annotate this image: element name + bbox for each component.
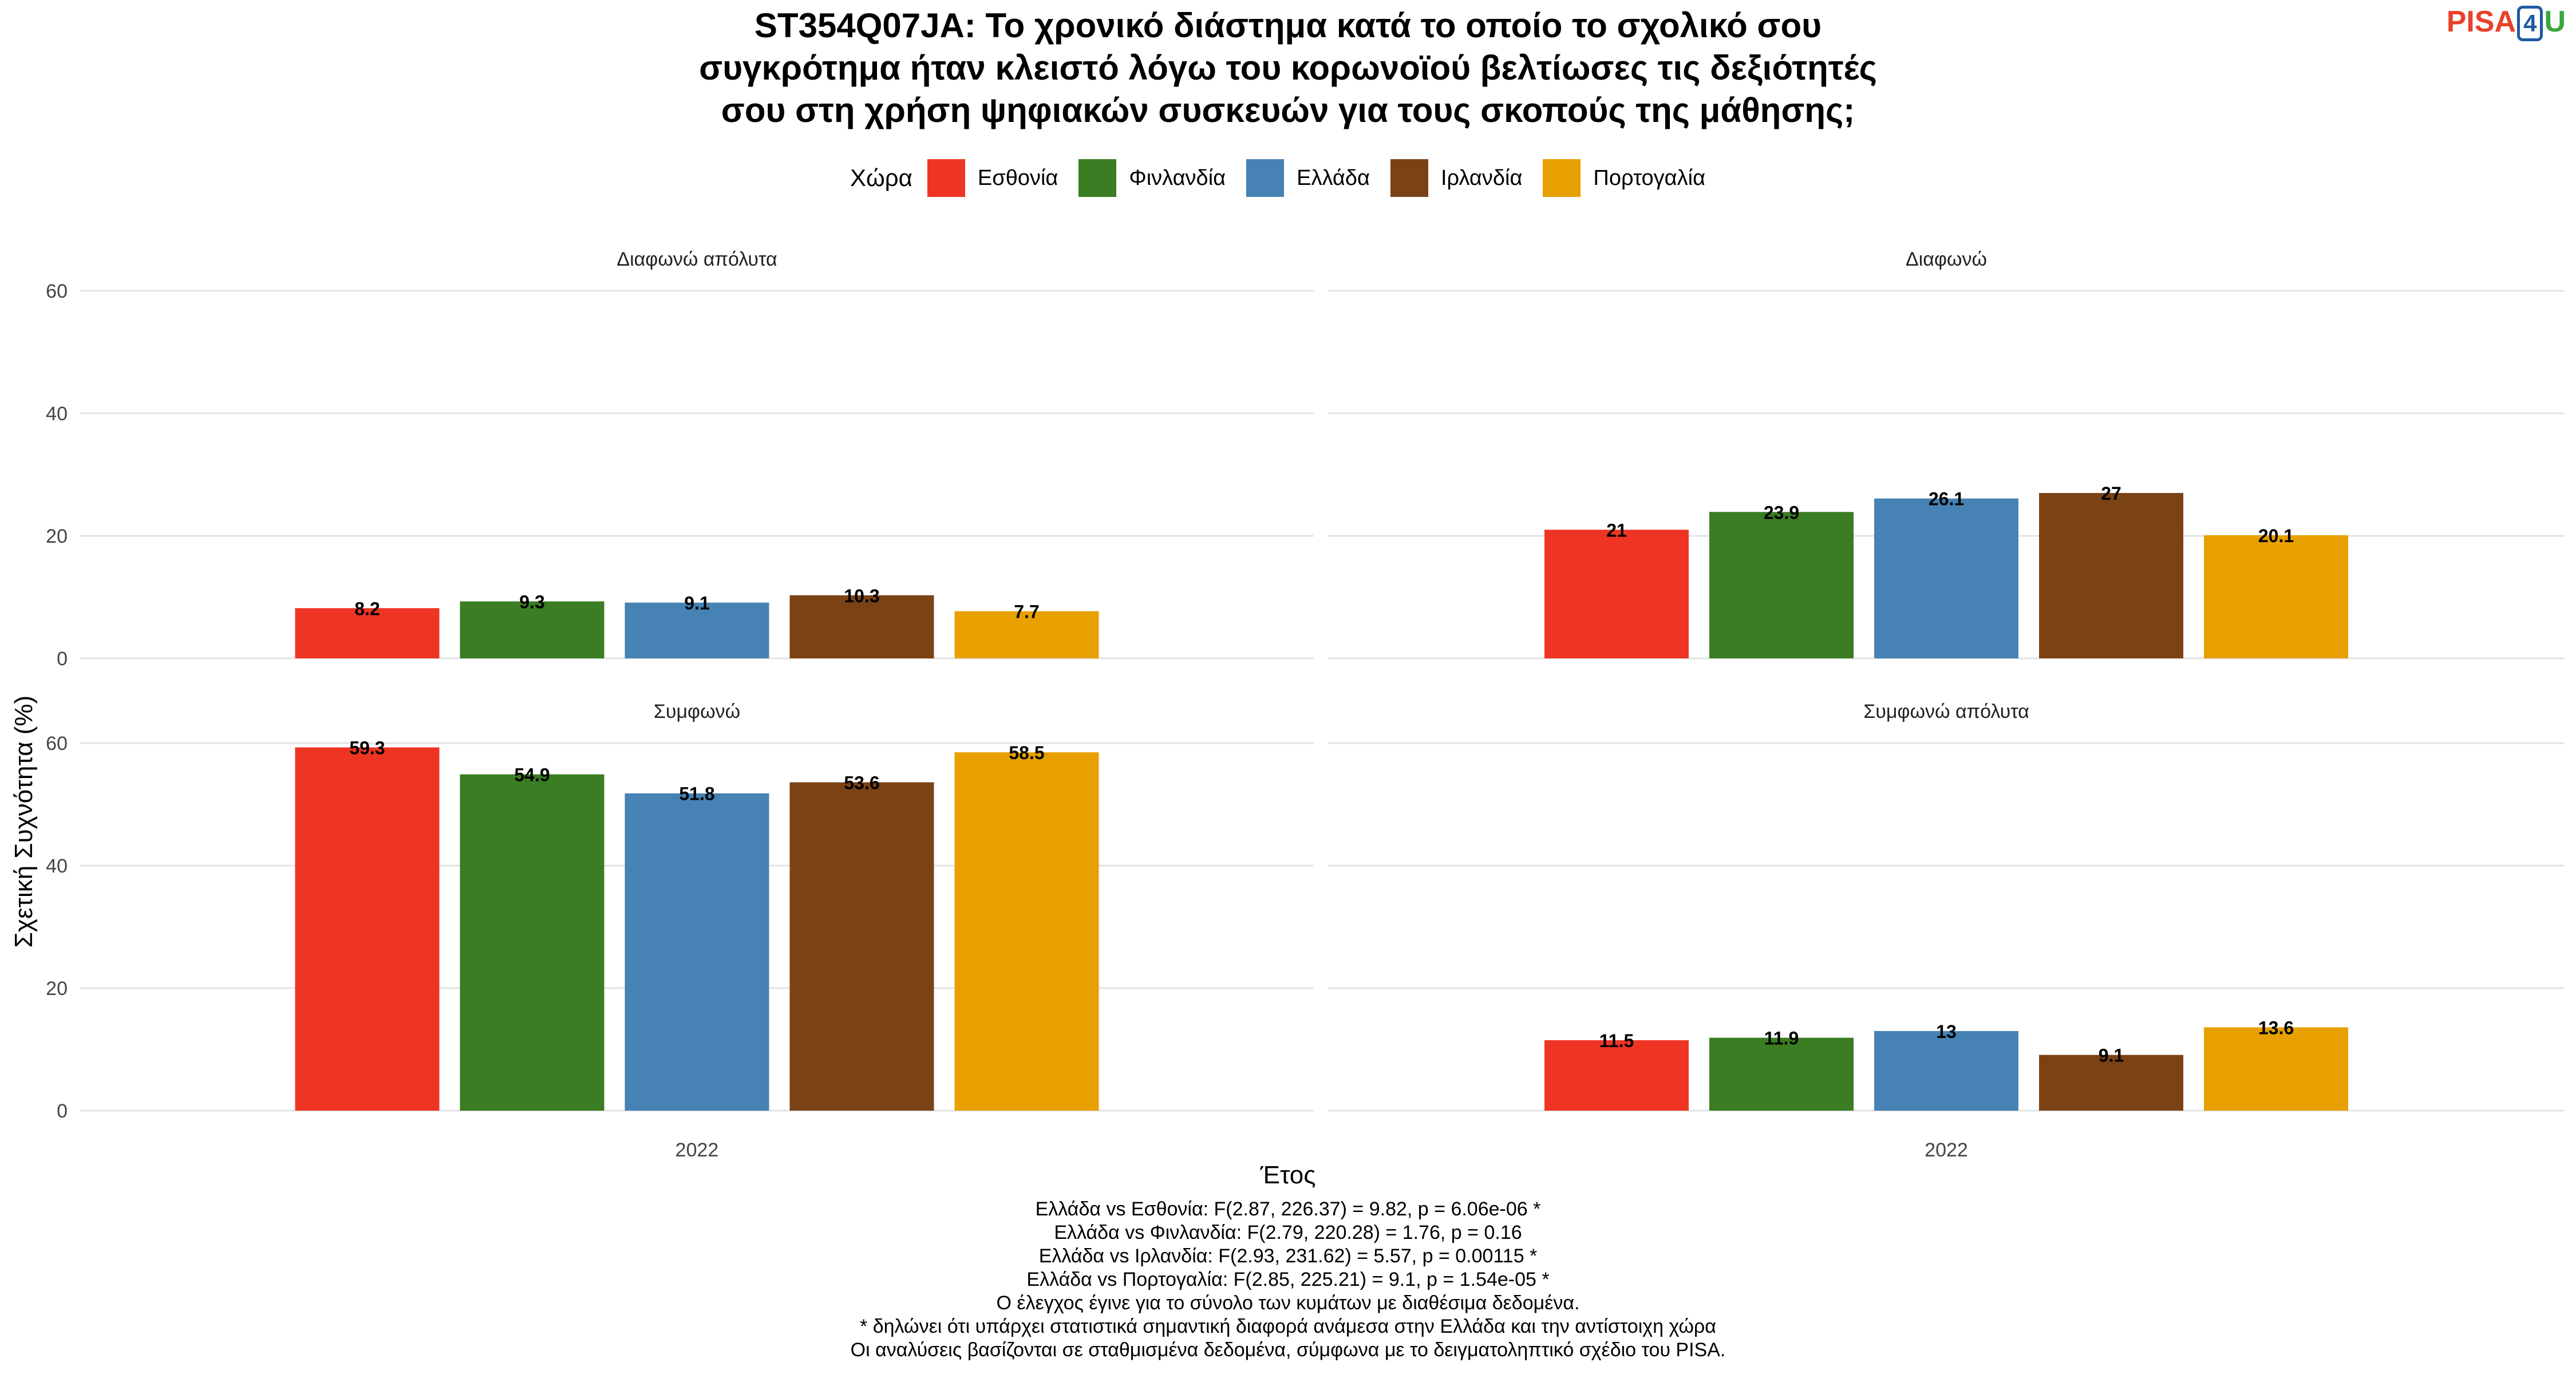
bar xyxy=(1544,1040,1689,1111)
data-label: 7.7 xyxy=(1014,602,1039,622)
data-label: 9.3 xyxy=(519,591,544,612)
data-label: 54.9 xyxy=(514,765,550,785)
bar xyxy=(295,747,440,1111)
legend-swatch xyxy=(1078,159,1117,197)
legend-label: Φινλανδία xyxy=(1129,165,1226,190)
data-label: 13.6 xyxy=(2258,1017,2294,1038)
bar xyxy=(460,774,605,1111)
data-label: 59.3 xyxy=(349,737,385,758)
legend-item-ireland: Ιρλανδία xyxy=(1390,159,1522,197)
logo-text-pisa: PISA xyxy=(2446,5,2516,38)
footnote-line: Ελλάδα vs Φινλανδία: F(2.79, 220.28) = 1… xyxy=(1054,1222,1522,1243)
bar xyxy=(625,793,769,1111)
legend-swatch xyxy=(1246,159,1285,197)
footnote-line: Ελλάδα vs Ιρλανδία: F(2.93, 231.62) = 5.… xyxy=(1038,1245,1538,1267)
bar xyxy=(1544,530,1689,658)
bar xyxy=(2039,493,2183,658)
data-label: 51.8 xyxy=(679,784,714,804)
logo-text-4: 4 xyxy=(2517,6,2543,41)
data-label: 8.2 xyxy=(354,598,380,619)
footnote-line: Οι αναλύσεις βασίζονται σε σταθμισμένα δ… xyxy=(850,1339,1726,1361)
title-line: ST354Q07JA: Το χρονικό διάστημα κατά το … xyxy=(754,6,1822,45)
bar xyxy=(954,752,1099,1111)
data-label: 11.9 xyxy=(1764,1028,1799,1049)
y-tick-label: 60 xyxy=(46,733,68,755)
legend-item-greece: Ελλάδα xyxy=(1246,159,1370,197)
y-tick-label: 20 xyxy=(46,526,68,547)
footnotes: Ελλάδα vs Εσθονία: F(2.87, 226.37) = 9.8… xyxy=(0,1198,2576,1362)
footnote-line: Ελλάδα vs Εσθονία: F(2.87, 226.37) = 9.8… xyxy=(1035,1198,1541,1220)
bar xyxy=(954,611,1099,658)
x-tick-label: 2022 xyxy=(675,1139,719,1161)
bar xyxy=(295,608,440,658)
legend-title: Χώρα xyxy=(850,164,912,191)
data-label: 9.1 xyxy=(684,593,709,614)
x-axis-label: Έτος xyxy=(1260,1161,1316,1189)
bar xyxy=(625,602,769,658)
logo-text-u: U xyxy=(2544,5,2566,38)
data-label: 10.3 xyxy=(844,586,879,606)
y-axis-label: Σχετική Συχνότητα (%) xyxy=(10,695,38,948)
title-line: συγκρότημα ήταν κλειστό λόγω του κορωνοϊ… xyxy=(699,49,1877,87)
bar xyxy=(1874,1030,2018,1111)
y-tick-label: 0 xyxy=(57,648,68,670)
facet-label: Συμφωνώ απόλυτα xyxy=(1863,701,2029,722)
chart-title: ST354Q07JA: Το χρονικό διάστημα κατά το … xyxy=(0,5,2576,132)
bar xyxy=(789,782,934,1111)
legend-item-finland: Φινλανδία xyxy=(1078,159,1226,197)
y-tick-label: 60 xyxy=(46,281,68,302)
bar xyxy=(1709,1037,1854,1111)
footnote-line: Ο έλεγχος έγινε για το σύνολο των κυμάτω… xyxy=(996,1292,1580,1314)
data-label: 11.5 xyxy=(1599,1030,1634,1051)
data-label: 13 xyxy=(1936,1021,1957,1042)
legend-swatch xyxy=(927,159,965,197)
data-label: 20.1 xyxy=(2258,526,2294,546)
data-label: 53.6 xyxy=(844,772,879,793)
data-label: 21 xyxy=(1606,520,1627,540)
legend-swatch xyxy=(1390,159,1428,197)
legend: Χώρα Εσθονία Φινλανδία Ελλάδα Ιρλανδία Π… xyxy=(0,159,2576,197)
legend-label: Ιρλανδία xyxy=(1441,165,1523,190)
bar xyxy=(2039,1055,2183,1111)
legend-label: Εσθονία xyxy=(977,165,1058,190)
legend-item-estonia: Εσθονία xyxy=(927,159,1058,197)
y-tick-label: 0 xyxy=(57,1100,68,1122)
legend-swatch xyxy=(1543,159,1581,197)
footnote-line: Ελλάδα vs Πορτογαλία: F(2.85, 225.21) = … xyxy=(1026,1269,1550,1290)
data-label: 58.5 xyxy=(1009,743,1044,763)
y-tick-label: 40 xyxy=(46,855,68,877)
y-tick-label: 20 xyxy=(46,978,68,1000)
data-label: 26.1 xyxy=(1929,489,1964,510)
footnote-line: * δηλώνει ότι υπάρχει στατιστικά σημαντι… xyxy=(860,1316,1716,1337)
y-tick-label: 40 xyxy=(46,403,68,425)
bar xyxy=(2204,1027,2348,1111)
title-line: σου στη χρήση ψηφιακών συσκευών για τους… xyxy=(721,91,1855,129)
x-tick-label: 2022 xyxy=(1925,1139,1968,1161)
data-label: 27 xyxy=(2101,483,2121,504)
legend-label: Πορτογαλία xyxy=(1593,165,1706,190)
facet-label: Διαφωνώ xyxy=(1906,248,1987,270)
bar xyxy=(460,601,605,658)
bar xyxy=(789,595,934,658)
facet-label: Συμφωνώ xyxy=(654,701,740,722)
data-label: 23.9 xyxy=(1764,502,1799,523)
bar xyxy=(2204,535,2348,658)
bar xyxy=(1709,512,1854,658)
legend-label: Ελλάδα xyxy=(1297,165,1370,190)
pisa4u-logo: PISA 4 U xyxy=(2447,5,2566,41)
bar xyxy=(1874,498,2018,658)
legend-item-portugal: Πορτογαλία xyxy=(1543,159,1705,197)
data-label: 9.1 xyxy=(2099,1045,2124,1066)
facet-label: Διαφωνώ απόλυτα xyxy=(617,248,777,270)
